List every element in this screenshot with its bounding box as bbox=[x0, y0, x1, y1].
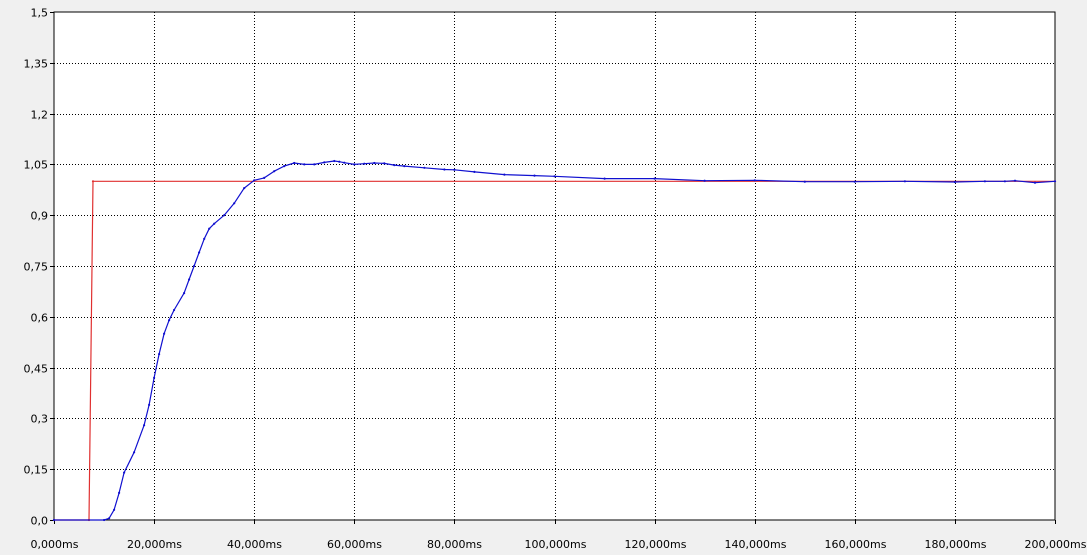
data-point bbox=[363, 162, 366, 165]
data-point bbox=[103, 518, 106, 522]
x-tick-label: 160,000ms bbox=[825, 538, 887, 551]
data-point bbox=[143, 424, 146, 427]
data-point bbox=[313, 163, 316, 166]
data-point bbox=[333, 159, 336, 163]
data-point bbox=[173, 308, 176, 312]
data-point bbox=[1053, 180, 1057, 183]
data-point bbox=[123, 471, 126, 474]
data-point bbox=[503, 173, 506, 176]
x-axis: 0,000ms 20,000ms 40,000ms 60,000ms 80,000ms 1… bbox=[31, 520, 1087, 551]
data-point bbox=[253, 179, 256, 182]
data-point bbox=[338, 160, 341, 163]
data-point bbox=[183, 292, 186, 295]
data-point bbox=[393, 164, 396, 167]
data-point bbox=[343, 161, 346, 164]
data-point bbox=[293, 161, 296, 165]
x-tick-label: 100,000ms bbox=[525, 538, 587, 551]
data-point bbox=[158, 353, 161, 356]
data-point bbox=[1033, 181, 1037, 184]
data-point bbox=[553, 175, 556, 178]
data-point bbox=[1003, 180, 1007, 183]
series-group bbox=[52, 159, 1057, 522]
response-series bbox=[52, 159, 1057, 522]
data-point bbox=[653, 177, 656, 180]
data-point bbox=[213, 222, 216, 225]
data-point bbox=[453, 168, 456, 171]
data-point bbox=[52, 518, 56, 522]
x-tick-label: 0,000ms bbox=[31, 538, 79, 551]
data-point bbox=[283, 165, 286, 168]
data-point bbox=[303, 163, 306, 166]
y-tick-label: 0,9 bbox=[31, 210, 49, 223]
data-point bbox=[208, 227, 211, 230]
y-tick-label: 1,05 bbox=[24, 159, 49, 172]
y-tick-label: 1,5 bbox=[31, 7, 49, 20]
x-tick-label: 20,000ms bbox=[127, 538, 182, 551]
y-tick-label: 1,35 bbox=[24, 58, 49, 71]
y-tick-label: 0,6 bbox=[31, 312, 49, 325]
data-point bbox=[243, 187, 246, 190]
data-point bbox=[118, 491, 121, 494]
y-tick-label: 1,2 bbox=[31, 109, 49, 122]
data-point bbox=[188, 278, 191, 281]
y-axis: 0,0 0,15 0,3 0,45 0,6 0,75 0,9 1,05 1,2 1,35 1,5 bbox=[24, 7, 54, 528]
x-tick-label: 60,000ms bbox=[327, 538, 382, 551]
data-point bbox=[148, 403, 151, 406]
y-tick-label: 0,15 bbox=[24, 464, 49, 477]
data-point bbox=[263, 176, 266, 179]
data-point bbox=[403, 165, 406, 168]
y-tick-label: 0,3 bbox=[31, 413, 49, 426]
data-point bbox=[473, 170, 476, 173]
data-point bbox=[203, 237, 206, 240]
data-point bbox=[198, 251, 201, 254]
data-point bbox=[853, 180, 856, 183]
data-point bbox=[133, 451, 136, 454]
data-point bbox=[353, 163, 356, 166]
data-point bbox=[113, 508, 116, 511]
data-point bbox=[703, 179, 706, 182]
data-point bbox=[233, 202, 236, 205]
data-point bbox=[193, 264, 196, 268]
data-point bbox=[383, 162, 386, 165]
data-point bbox=[168, 319, 171, 322]
data-point bbox=[903, 180, 907, 183]
data-point bbox=[953, 180, 957, 184]
x-tick-label: 180,000ms bbox=[925, 538, 987, 551]
x-tick-label: 140,000ms bbox=[725, 538, 787, 551]
grid bbox=[54, 12, 1055, 520]
data-point bbox=[983, 180, 987, 183]
data-point bbox=[373, 161, 376, 165]
data-point bbox=[603, 177, 606, 180]
data-point bbox=[443, 168, 446, 171]
y-tick-label: 0,0 bbox=[31, 515, 49, 528]
data-point bbox=[153, 376, 156, 379]
data-point bbox=[273, 170, 276, 173]
data-point bbox=[108, 517, 111, 520]
data-point bbox=[423, 166, 426, 169]
data-point bbox=[91, 180, 95, 183]
data-point bbox=[753, 179, 756, 182]
x-tick-label: 80,000ms bbox=[427, 538, 482, 551]
y-tick-label: 0,75 bbox=[24, 261, 49, 274]
data-point bbox=[163, 332, 166, 335]
data-point bbox=[803, 180, 806, 183]
x-tick-label: 120,000ms bbox=[625, 538, 687, 551]
data-point bbox=[223, 214, 226, 217]
y-tick-label: 0,45 bbox=[24, 363, 49, 376]
x-tick-label: 200,000ms bbox=[1025, 538, 1087, 551]
x-tick-label: 40,000ms bbox=[227, 538, 282, 551]
data-point bbox=[1013, 179, 1017, 182]
data-point bbox=[533, 174, 536, 177]
data-point bbox=[323, 161, 326, 164]
